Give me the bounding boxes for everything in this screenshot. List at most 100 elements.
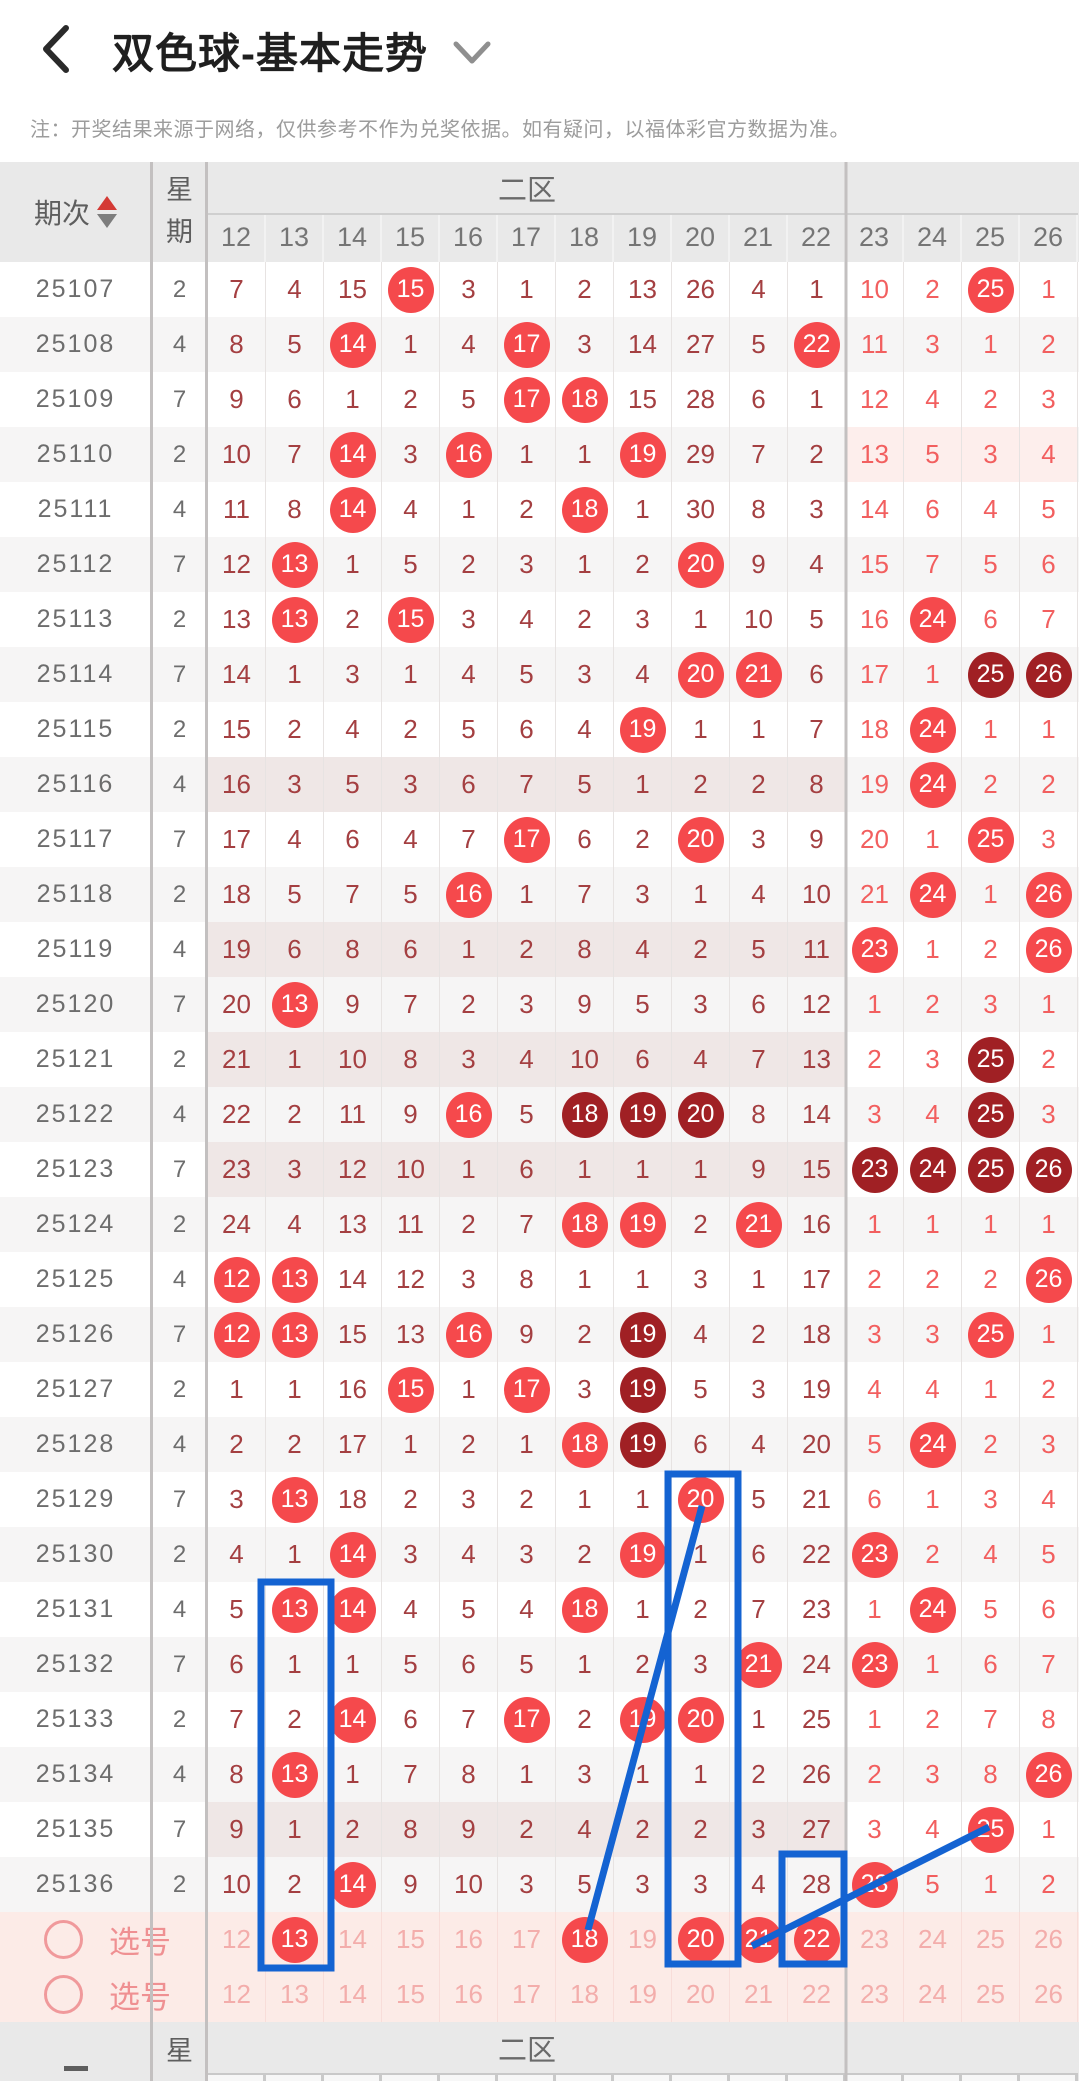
footer-sliver-cell [324,2075,382,2081]
period-cell: 25115 [36,715,115,743]
hit-ball: 16 [445,431,492,478]
miss-cell: 7 [1020,592,1078,647]
miss-cell: 6 [730,1527,788,1582]
pick-number-cell[interactable]: 16 [440,1912,498,1967]
period-sort-header[interactable]: 期次 [0,162,151,262]
pick-number-cell[interactable]: 17 [498,1967,556,2022]
miss-cell: 2 [556,262,614,317]
miss-cell: 10 [788,867,846,922]
miss-cell: 1 [1020,1197,1078,1252]
pick-number-cell[interactable]: 25 [962,1912,1020,1967]
pick-number-cell[interactable]: 19 [614,1967,672,2022]
miss-cell: 22 [208,1087,266,1142]
pick-number-cell[interactable]: 26 [1020,1967,1078,2022]
pick-number-cell[interactable]: 20 [672,1967,730,2022]
pick-number-cell[interactable]: 20 [672,1912,730,1967]
miss-cell: 9 [324,977,382,1032]
hit-ball: 20 [677,1696,724,1743]
pick-number-cell[interactable]: 23 [846,1967,904,2022]
miss-cell: 4 [556,702,614,757]
miss-cell: 1 [788,372,846,427]
miss-cell: 2 [498,1472,556,1527]
chevron-down-icon[interactable] [452,40,492,66]
pick-number-cell[interactable]: 24 [904,1967,962,2022]
pick-radio-icon[interactable] [44,1920,83,1959]
pick-number-cell[interactable]: 14 [324,1912,382,1967]
pick-number-cell[interactable]: 18 [556,1912,614,1967]
miss-cell: 1 [440,922,498,977]
pick-number-cell[interactable]: 12 [208,1967,266,2022]
column-header-cell: 25 [962,215,1020,262]
period-cell: 25114 [36,660,115,688]
pick-number-cell[interactable]: 25 [962,1967,1020,2022]
week-cell: 7 [172,660,187,688]
miss-cell: 4 [846,1362,904,1417]
pick-number-cell[interactable]: 24 [904,1912,962,1967]
miss-cell: 3 [904,317,962,372]
hit-cell: 13 [266,537,324,592]
pick-number-cell[interactable]: 26 [1020,1912,1078,1967]
hit-cell: 12 [208,1307,266,1362]
miss-cell: 21 [788,1472,846,1527]
pick-number-cell[interactable]: 15 [382,1912,440,1967]
sort-desc-icon[interactable] [97,214,117,228]
pick-number-cell[interactable]: 18 [556,1967,614,2022]
miss-cell: 1 [904,922,962,977]
pick-number-cell[interactable]: 21 [730,1912,788,1967]
miss-cell: 2 [324,1802,382,1857]
pick-number-cell[interactable]: 14 [324,1967,382,2022]
miss-cell: 9 [382,1857,440,1912]
pick-number-cell[interactable]: 16 [440,1967,498,2022]
miss-cell: 4 [208,1527,266,1582]
sort-asc-icon[interactable] [97,196,117,210]
hit-cell: 20 [672,812,730,867]
hit-cell: 19 [614,427,672,482]
pick-number-cell[interactable]: 13 [266,1912,324,1967]
hit-cell: 14 [324,1692,382,1747]
miss-cell: 6 [498,702,556,757]
miss-cell: 5 [208,1582,266,1637]
pick-number-cell[interactable]: 17 [498,1912,556,1967]
hit-cell: 24 [904,867,962,922]
pick-number-cell[interactable]: 22 [788,1967,846,2022]
miss-cell: 14 [208,647,266,702]
miss-cell: 9 [208,1802,266,1857]
pick-number-cell[interactable]: 22 [788,1912,846,1967]
miss-cell: 13 [208,592,266,647]
pick-number-cell[interactable]: 15 [382,1967,440,2022]
hit-cell: 19 [614,1087,672,1142]
miss-cell: 1 [962,317,1020,372]
pick-number-cell[interactable]: 12 [208,1912,266,1967]
miss-cell: 2 [730,757,788,812]
hit-cell: 25 [962,1307,1020,1362]
miss-cell: 5 [382,537,440,592]
hit-cell: 17 [498,317,556,372]
miss-cell: 6 [788,647,846,702]
week-header: 星期 [151,162,208,262]
back-icon[interactable] [40,24,72,74]
miss-cell: 1 [672,592,730,647]
miss-cell: 4 [904,372,962,427]
footer-sliver-cell [614,2075,672,2081]
miss-cell: 1 [1020,262,1078,317]
miss-cell: 24 [208,1197,266,1252]
pick-radio-icon[interactable] [44,1975,83,2014]
trend-row: 25111 4 11 8 14 4 1 2 18 1 30 8 3 14 6 4 5 [0,482,1079,537]
period-cell: 25134 [35,1760,116,1788]
miss-cell: 9 [730,1142,788,1197]
pick-number-cell[interactable]: 19 [614,1912,672,1967]
miss-cell: 8 [1020,1692,1078,1747]
miss-cell: 3 [440,1032,498,1087]
pick-number-cell[interactable]: 13 [266,1967,324,2022]
pick-number-cell[interactable]: 23 [846,1912,904,1967]
hit-cell: 25 [962,1032,1020,1087]
hit-ball: 15 [387,1366,434,1413]
miss-cell: 1 [904,647,962,702]
trend-row: 25128 4 2 2 17 1 2 1 18 19 6 4 20 5 24 2 3 [0,1417,1079,1472]
miss-cell: 6 [498,1142,556,1197]
hit-cell: 19 [614,1527,672,1582]
miss-cell: 1 [266,1802,324,1857]
pick-number-cell[interactable]: 21 [730,1967,788,2022]
miss-cell: 2 [556,1527,614,1582]
miss-cell: 8 [556,922,614,977]
